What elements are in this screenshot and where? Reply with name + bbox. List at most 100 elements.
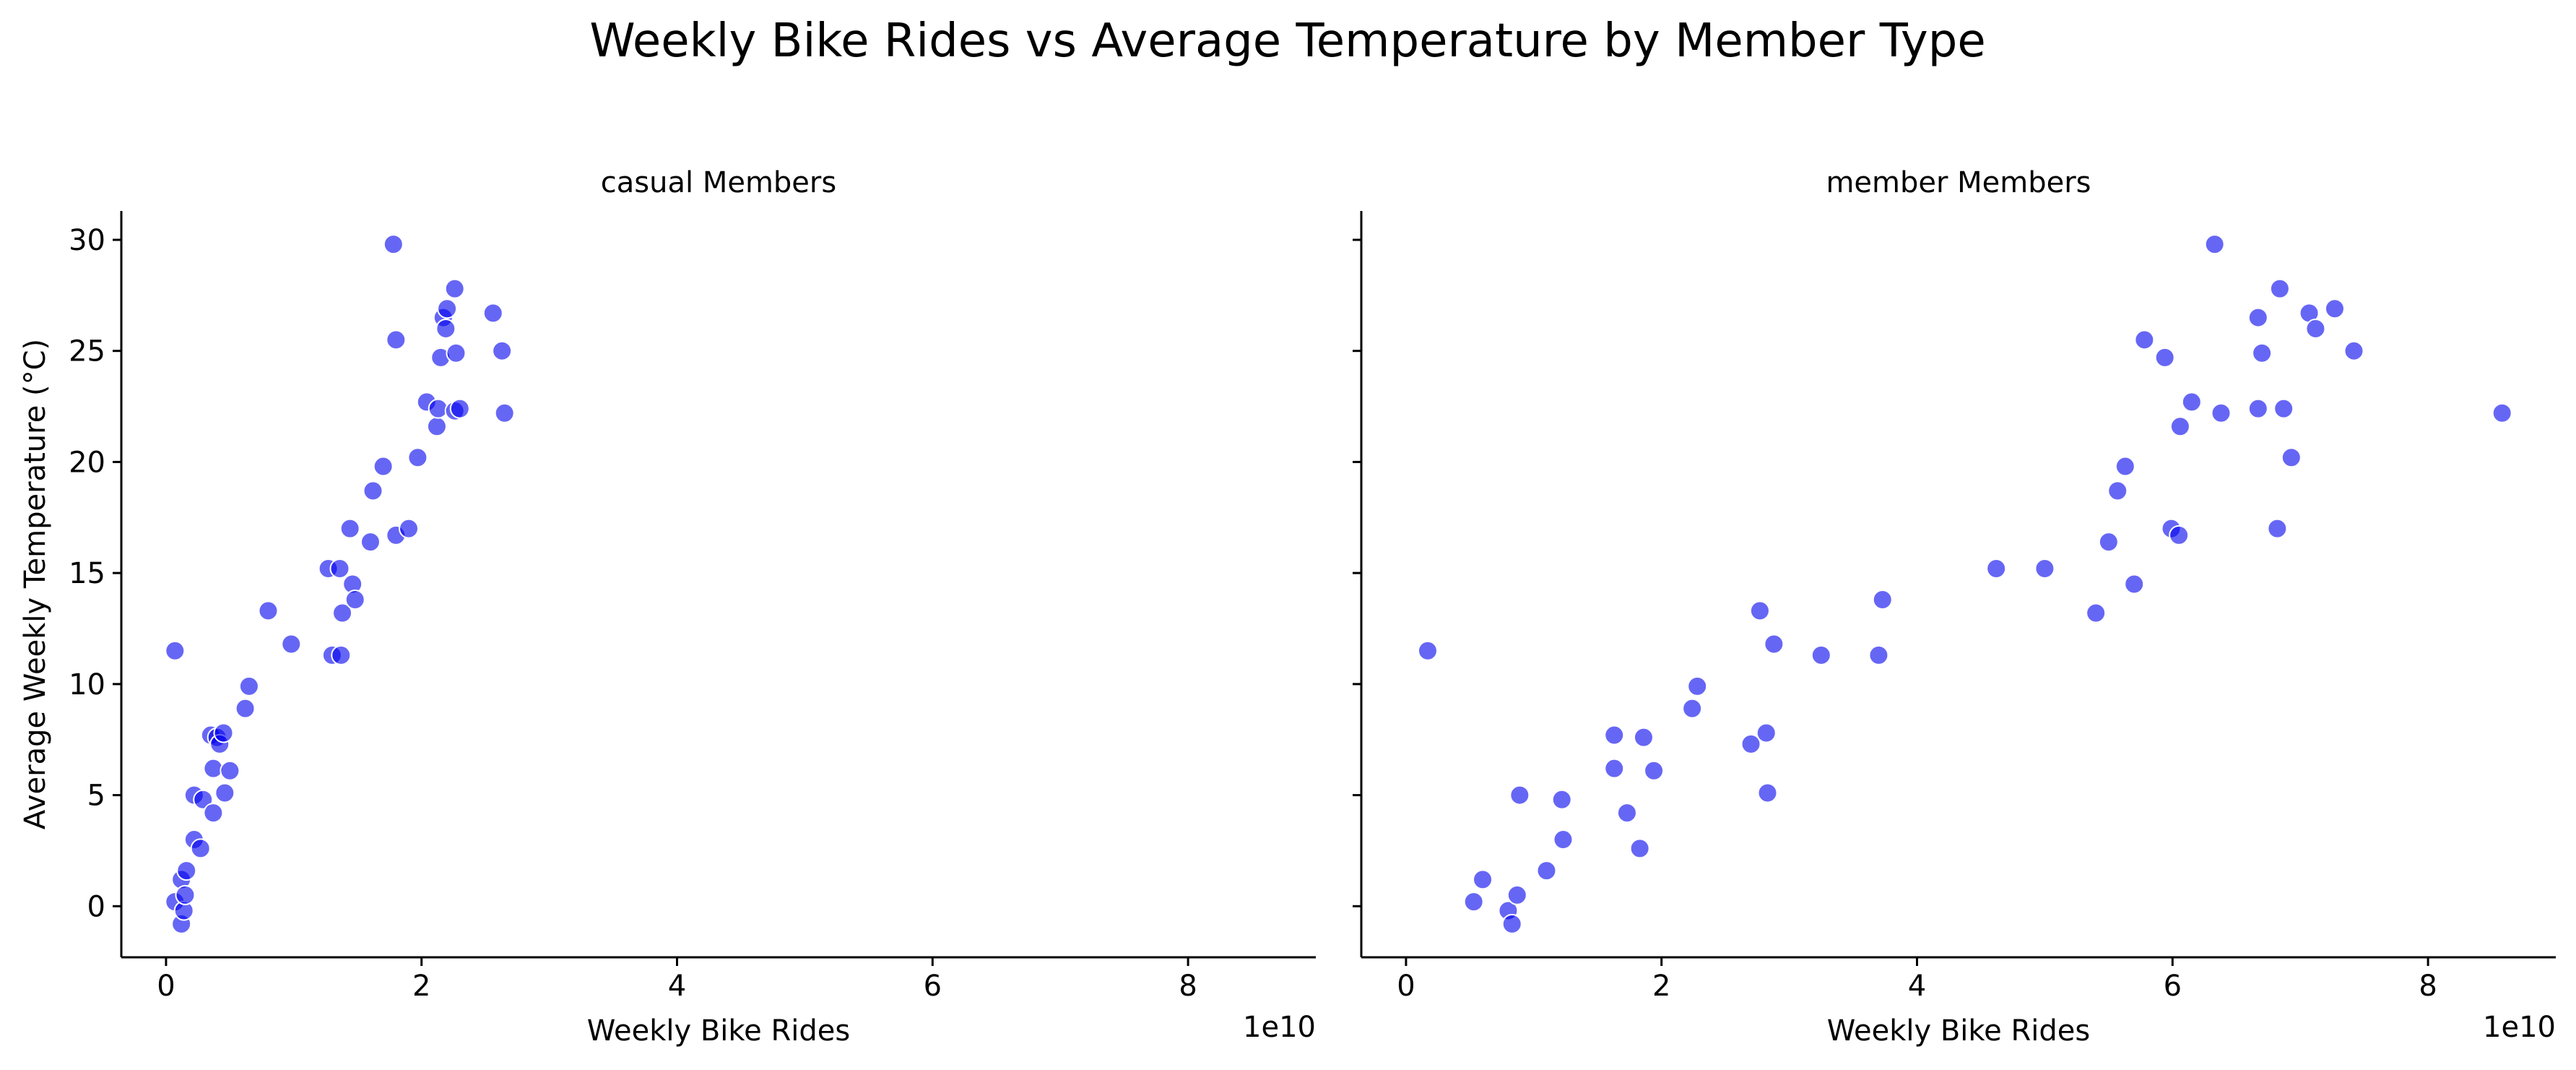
scatter-point [2115,456,2135,477]
y-axis-label: Average Weekly Temperature (°C) [19,339,52,829]
y-tick-label: 10 [69,668,105,702]
scatter-point [213,722,234,743]
scatter-point [281,634,302,655]
scatter-point [203,758,224,779]
scatter-point [2492,402,2512,423]
scatter-point [165,640,186,661]
scatter-point [1463,892,1484,912]
scatter-point [258,600,279,621]
scatter-point [2034,558,2055,579]
scatter-point [331,644,352,665]
scatter-point [1509,785,1530,806]
x-tick-label: 6 [2164,970,2182,1003]
scatter-point [2281,447,2302,468]
scatter-point [190,838,211,859]
scatter-point [2107,480,2128,501]
panel-title: member Members [1826,166,2091,199]
scatter-point [193,789,214,810]
scatter-point [449,398,470,419]
y-tick-label: 5 [87,780,105,813]
scatter-point [2269,278,2290,299]
scatter-point [339,518,360,539]
scatter-point [176,860,197,881]
scatter-point [238,676,259,696]
scatter-point [437,298,458,319]
scatter-point [1604,758,1625,779]
scatter-point [329,558,350,579]
scatter-point [2247,307,2268,328]
scatter-point [1553,829,1574,850]
scatter-point [360,532,381,553]
y-tick-label: 25 [69,335,105,368]
scatter-point [407,447,428,468]
scatter-point [332,603,353,624]
x-tick-label: 0 [157,970,175,1003]
x-tick-label: 2 [412,970,430,1003]
scatter-point [235,698,256,719]
scatter-point [2154,347,2175,368]
scatter-point [1616,803,1637,824]
scatter-point [1868,644,1889,665]
scatter-point [175,884,196,905]
x-tick-label: 4 [668,970,686,1003]
scatter-point [214,782,235,803]
scatter-point [1687,676,1708,696]
scatter-point [1757,782,1778,803]
scatter-point [1749,600,1770,621]
scatter-point [446,342,467,363]
scatter-point [1629,838,1650,859]
scatter-point [1872,590,1893,610]
x-tick-label: 2 [1652,970,1670,1003]
scatter-point [2098,532,2119,553]
panel-title: casual Members [601,166,836,199]
scatter-point [435,318,456,339]
scatter-point [2343,340,2364,361]
x-axis-label: Weekly Bike Rides [1827,1014,2090,1048]
scatter-point [2211,402,2232,423]
panel-casual: casual Members 0 2 4 6 8 0 5 10 15 20 25 30 Weekly Bi… [19,166,1316,1048]
x-tick-label: 8 [1179,970,1197,1003]
scatter-point [1536,860,1557,881]
y-tick-label: 20 [69,446,105,479]
figure-title: Weekly Bike Rides vs Average Temperature… [589,14,1985,68]
scatter-point [494,402,515,423]
y-tick-label: 0 [87,890,105,923]
scatter-point [1764,634,1784,655]
scatter-point [1633,727,1654,748]
scatter-point [2252,342,2273,363]
scatter-point [492,340,513,361]
y-tick-label: 30 [69,224,105,257]
scatter-point [2124,574,2145,595]
scatter-point [2169,525,2190,545]
scatter-point [373,456,394,477]
scatter-point [2181,392,2202,413]
x-axis-label: Weekly Bike Rides [587,1014,850,1048]
scatter-point [344,590,365,610]
scatter-point [203,803,224,824]
scatter-point [2273,398,2294,419]
scatter-point [220,760,240,781]
scatter-point [1810,644,1831,665]
scatter-point [444,278,465,299]
x-tick-label: 6 [924,970,942,1003]
scatter-point [1473,869,1493,890]
scatter-point [1644,760,1665,781]
scatter-point [2267,518,2288,539]
scatter-point [1682,698,1703,719]
scatter-point [428,398,448,419]
scatter-point [2247,398,2268,419]
x-tick-label: 4 [1908,970,1926,1003]
scatter-point [2169,416,2190,437]
scatter-point [386,329,407,350]
scatter-point [1986,558,2007,579]
scatter-point [2204,234,2225,255]
x-offset-label: 1e10 [2483,1011,2556,1044]
scatter-point [399,518,420,539]
scatter-point [2324,298,2345,319]
y-tick-label: 15 [69,557,105,590]
scatter-point [1756,722,1777,743]
scatter-point [383,234,404,255]
scatter-point [1501,913,1522,934]
scatter-point [1417,640,1438,661]
